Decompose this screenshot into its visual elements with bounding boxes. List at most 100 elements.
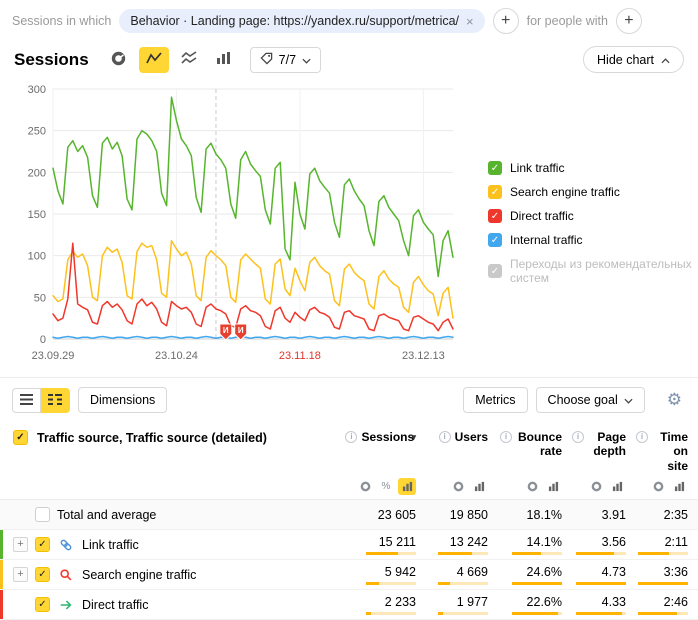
metric-bar — [638, 612, 688, 615]
metric-cell: 2 233 — [348, 595, 426, 615]
row-label: Direct traffic — [82, 598, 148, 612]
svg-text:0: 0 — [40, 334, 46, 346]
select-all-checkbox[interactable]: ✓ — [13, 430, 28, 445]
filter-label-left: Sessions in which — [12, 14, 111, 28]
legend-item[interactable]: ✓Переходы из рекомендательных систем — [488, 257, 698, 285]
metric-cell: 23 605 — [348, 508, 426, 522]
metric-display-toggle-row: % — [0, 473, 698, 500]
expand-button[interactable]: + — [13, 567, 28, 582]
metric-value: 2:35 — [664, 508, 688, 522]
row-checkbox[interactable] — [35, 507, 50, 522]
row-label: Total and average — [57, 508, 156, 522]
svg-text:150: 150 — [28, 209, 46, 221]
info-icon[interactable]: i — [439, 431, 451, 443]
row-checkbox[interactable]: ✓ — [35, 597, 50, 612]
info-icon[interactable]: i — [500, 431, 512, 443]
bars-mini-icon[interactable] — [470, 478, 488, 495]
chip-close-icon[interactable]: × — [466, 15, 474, 28]
legend-item[interactable]: ✓Search engine traffic — [488, 185, 698, 199]
add-people-filter-button[interactable]: + — [616, 8, 642, 34]
legend-checkbox[interactable]: ✓ — [488, 233, 502, 247]
column-header[interactable]: iSessions▾ — [348, 430, 426, 444]
metric-bar — [438, 552, 488, 555]
column-header[interactable]: i Bounce rate — [498, 430, 572, 459]
percent-mini-icon[interactable]: % — [377, 478, 395, 495]
info-icon[interactable]: i — [636, 431, 648, 443]
column-label: Page depth — [588, 430, 626, 459]
column-label: Users — [455, 430, 488, 444]
donut-mini-icon[interactable] — [523, 478, 541, 495]
metric-value: 2:11 — [665, 535, 688, 549]
metric-cell: 4.73 — [572, 565, 636, 585]
svg-text:50: 50 — [34, 292, 46, 304]
row-checkbox[interactable]: ✓ — [35, 567, 50, 582]
row-checkbox[interactable]: ✓ — [35, 537, 50, 552]
row-label-cell: +✓Direct traffic — [0, 597, 348, 612]
metric-cell: 15 211 — [348, 535, 426, 555]
chart-header: Sessions 7/7 Hide chart — [0, 40, 698, 75]
metric-value: 5 942 — [385, 565, 416, 579]
donut-chart-icon — [111, 51, 126, 69]
expand-button[interactable]: + — [13, 537, 28, 552]
legend-checkbox[interactable]: ✓ — [488, 185, 502, 199]
metric-value: 24.6% — [527, 565, 562, 579]
column-header[interactable]: iTime on site — [636, 430, 698, 473]
tree-view-button[interactable] — [41, 388, 70, 413]
dimension-header-cell: ✓ Traffic source, Traffic source (detail… — [0, 430, 348, 445]
metric-cell: 2:11 — [636, 535, 698, 555]
sessions-chart-svg: 05010015020025030023.09.2923.10.2423.11.… — [8, 79, 478, 369]
info-icon[interactable]: i — [572, 431, 584, 443]
choose-goal-dropdown[interactable]: Choose goal — [536, 387, 645, 413]
donut-mini-icon[interactable] — [356, 478, 374, 495]
metric-bar — [366, 612, 416, 615]
add-session-filter-button[interactable]: + — [493, 8, 519, 34]
bars-mini-icon[interactable] — [670, 478, 688, 495]
metric-value: 4.73 — [602, 565, 626, 579]
flat-list-view-button[interactable] — [12, 388, 41, 413]
bars-mini-icon[interactable] — [608, 478, 626, 495]
metric-value: 4.33 — [602, 595, 626, 609]
chart-type-columns-button[interactable] — [209, 47, 239, 73]
legend-item[interactable]: ✓Internal traffic — [488, 233, 698, 247]
legend-item[interactable]: ✓Link traffic — [488, 161, 698, 175]
gear-icon[interactable]: ⚙ — [667, 390, 682, 410]
column-header[interactable]: i Page depth — [572, 430, 636, 459]
hide-chart-button[interactable]: Hide chart — [583, 46, 684, 73]
metric-bar — [638, 582, 688, 585]
metric-value: 3.56 — [602, 535, 626, 549]
metric-value: 3.91 — [602, 508, 626, 522]
dimensions-button[interactable]: Dimensions — [78, 387, 167, 413]
legend-item[interactable]: ✓Direct traffic — [488, 209, 698, 223]
metrics-button[interactable]: Metrics — [463, 387, 527, 413]
column-label: Bounce rate — [516, 430, 562, 459]
legend-checkbox[interactable]: ✓ — [488, 264, 502, 278]
chart-type-pie-button[interactable] — [104, 47, 134, 73]
segments-dropdown[interactable]: 7/7 — [250, 47, 321, 73]
chart-type-line-button[interactable] — [139, 47, 169, 73]
column-header[interactable]: i Users — [426, 430, 498, 444]
metric-cell: 2:46 — [636, 595, 698, 615]
legend-checkbox[interactable]: ✓ — [488, 161, 502, 175]
svg-text:100: 100 — [28, 251, 46, 263]
tag-icon — [260, 52, 273, 68]
legend-checkbox[interactable]: ✓ — [488, 209, 502, 223]
metric-display-toggles — [636, 478, 698, 495]
filter-chip[interactable]: Behavior · Landing page: https://yandex.… — [119, 9, 484, 33]
metric-value: 23 605 — [378, 508, 416, 522]
donut-mini-icon[interactable] — [649, 478, 667, 495]
chart-type-stacked-button[interactable] — [174, 47, 204, 73]
info-icon[interactable]: i — [345, 431, 357, 443]
metric-display-toggles — [572, 478, 636, 495]
donut-mini-icon[interactable] — [587, 478, 605, 495]
metric-cell: 3:36 — [636, 565, 698, 585]
metric-cell: 5 942 — [348, 565, 426, 585]
segments-count: 7/7 — [279, 53, 296, 67]
row-label-cell: +✓Search engine traffic — [0, 567, 348, 582]
bars-mini-icon[interactable] — [544, 478, 562, 495]
metric-display-toggles — [498, 478, 572, 495]
bars-mini-icon[interactable] — [398, 478, 416, 495]
metric-value: 4 669 — [457, 565, 488, 579]
metric-bar — [366, 582, 416, 585]
donut-mini-icon[interactable] — [449, 478, 467, 495]
stacked-lines-icon — [181, 51, 197, 68]
